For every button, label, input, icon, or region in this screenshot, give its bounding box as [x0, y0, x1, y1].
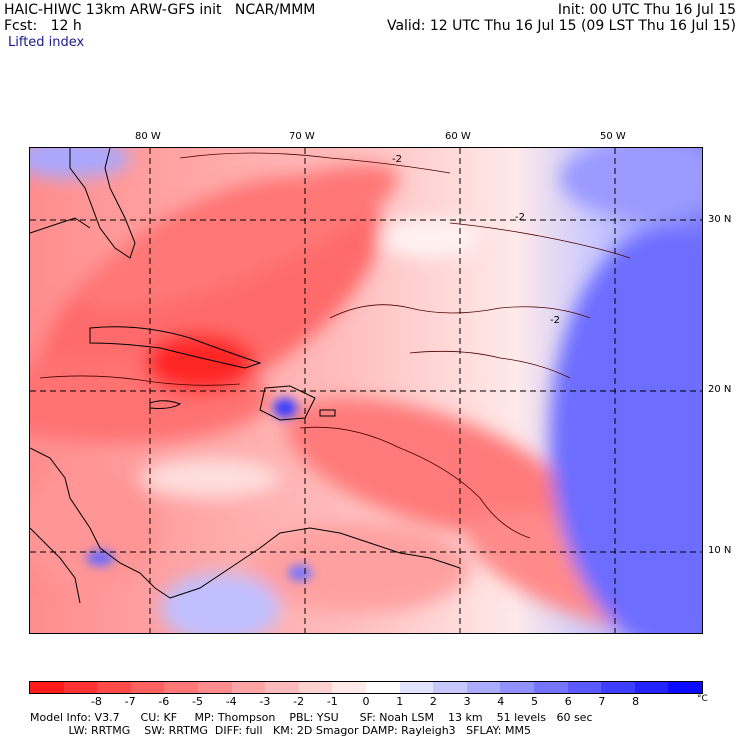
- colorbar-cell: [265, 682, 299, 693]
- colorbar-cell: [164, 682, 198, 693]
- colorbar-cell: [130, 682, 165, 693]
- lat-label-20n: 20 N: [708, 384, 732, 395]
- colorbar-cell: [63, 682, 98, 693]
- colorbar-cell: [298, 682, 333, 693]
- colorbar-tick-label: 7: [598, 695, 606, 708]
- init-time: Init: 00 UTC Thu 16 Jul 15: [557, 2, 736, 18]
- colorbar-cell: [500, 682, 534, 693]
- lon-label-70w: 70 W: [289, 131, 315, 142]
- colorbar-tick-label: 2: [429, 695, 437, 708]
- model-info-line-2: LW: RRTMG SW: RRTMG DIFF: full KM: 2D Sm…: [30, 724, 531, 737]
- contour-label: -2: [550, 315, 560, 326]
- colorbar-tick-label: -7: [124, 695, 136, 708]
- contour-label: -2: [515, 212, 525, 223]
- lon-label-60w: 60 W: [445, 131, 471, 142]
- colorbar-cell: [197, 682, 232, 693]
- colorbar-tick-label: -5: [192, 695, 203, 708]
- colorbar-cell: [399, 682, 434, 693]
- colorbar-cell: [433, 682, 467, 693]
- contour-label: -2: [392, 154, 402, 165]
- colorbar-tick-label: 1: [396, 695, 404, 708]
- colorbar-cell: [533, 682, 568, 693]
- colorbar-tick-label: -8: [90, 695, 102, 708]
- colorbar-cell: [634, 682, 669, 693]
- lifted-index-map: -2 -2 -2: [29, 147, 703, 634]
- colorbar-tick-label: 5: [531, 695, 538, 708]
- colorbar-tick-label: -6: [158, 695, 170, 708]
- colorbar-cell: [332, 682, 366, 693]
- lon-label-80w: 80 W: [135, 131, 161, 142]
- lat-label-30n: 30 N: [708, 214, 732, 225]
- forecast-hour: Fcst: 12 h: [4, 18, 82, 34]
- colorbar-cell: [466, 682, 501, 693]
- colorbar-cell: [668, 682, 702, 693]
- colorbar-tick-label: 8: [632, 695, 640, 708]
- colorbar-tick-label: -1: [326, 695, 338, 708]
- colorbar-tick-label: -2: [293, 695, 305, 708]
- valid-time: Valid: 12 UTC Thu 16 Jul 15 (09 LST Thu …: [386, 18, 736, 34]
- colorbar-cell: [601, 682, 635, 693]
- colorbar-cell: [30, 682, 64, 693]
- colorbar-cell: [231, 682, 266, 693]
- colorbar-tick-label: 6: [564, 695, 572, 708]
- colorbar-unit: °C: [697, 694, 708, 704]
- colorbar-tick-label: 0: [362, 695, 370, 708]
- colorbar-cell: [97, 682, 131, 693]
- colorbar: [29, 681, 703, 694]
- lon-label-50w: 50 W: [600, 131, 626, 142]
- colorbar-tick-label: 4: [497, 695, 505, 708]
- model-info-line-1: Model Info: V3.7 CU: KF MP: Thompson PBL…: [30, 711, 593, 724]
- colorbar-cell: [365, 682, 400, 693]
- lat-label-10n: 10 N: [708, 545, 732, 556]
- colorbar-cell: [567, 682, 602, 693]
- colorbar-tick-label: 3: [463, 695, 471, 708]
- colorbar-tick-label: -3: [259, 695, 271, 708]
- field-name: Lifted index: [8, 35, 85, 50]
- model-title: HAIC-HIWC 13km ARW-GFS init NCAR/MMM: [4, 2, 316, 18]
- colorbar-tick-label: -4: [225, 695, 237, 708]
